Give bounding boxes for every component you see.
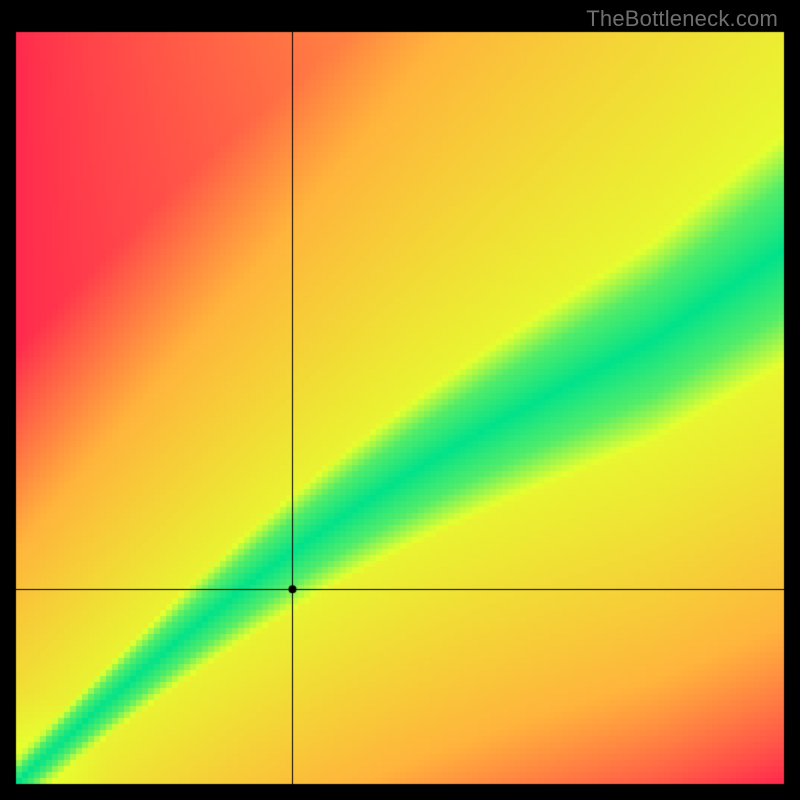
bottleneck-heatmap [0,0,800,800]
watermark-text: TheBottleneck.com [586,6,778,32]
